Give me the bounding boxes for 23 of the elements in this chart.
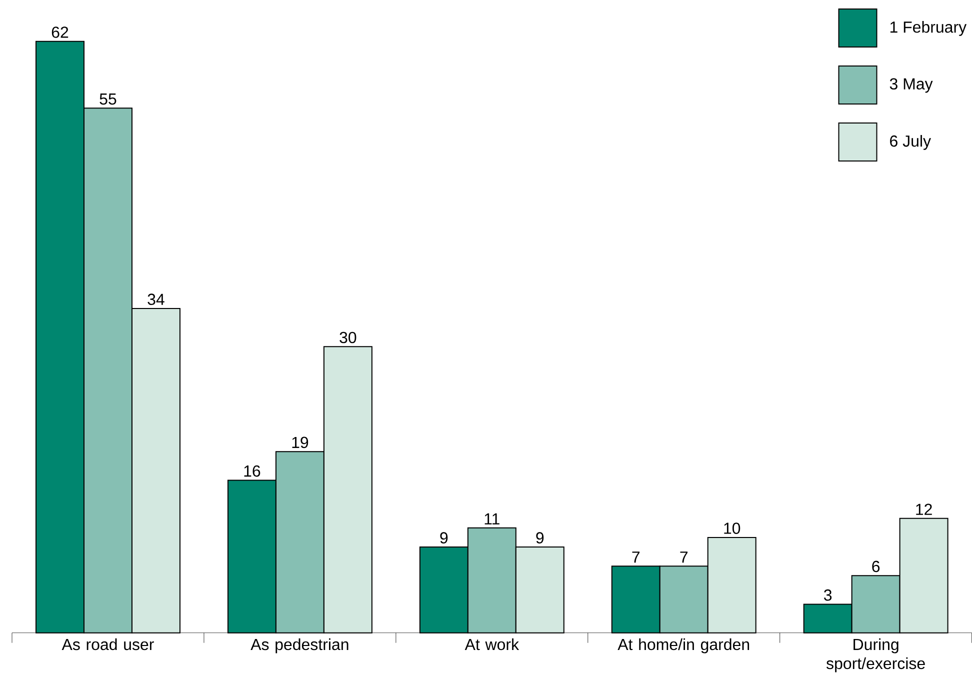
- data-label: 62: [52, 26, 68, 38]
- data-label: 55: [100, 94, 116, 105]
- data-label: 34: [148, 294, 164, 306]
- data-label: 10: [724, 522, 740, 534]
- data-label: 7: [632, 552, 640, 563]
- data-label: 30: [340, 332, 356, 344]
- x-tick-label: At home/in garden: [618, 638, 750, 654]
- data-label: 19: [292, 436, 308, 448]
- data-label: 11: [484, 513, 500, 524]
- legend-label: 3 May: [890, 78, 933, 93]
- x-tick-label: At work: [464, 638, 520, 650]
- data-label: 12: [916, 504, 932, 515]
- data-label: 7: [680, 552, 688, 563]
- data-label: 3: [824, 590, 832, 601]
- legend-label: 1 February: [890, 21, 967, 36]
- data-label: 16: [244, 465, 260, 477]
- x-tick-label: During sport/exercise: [826, 638, 925, 672]
- data-label: 9: [536, 532, 544, 544]
- data-label: 9: [440, 532, 448, 544]
- x-tick-label: As pedestrian: [250, 638, 348, 654]
- data-label: 6: [872, 560, 880, 572]
- x-tick-label: As road user: [62, 638, 154, 650]
- legend-label: 6 July: [890, 135, 931, 150]
